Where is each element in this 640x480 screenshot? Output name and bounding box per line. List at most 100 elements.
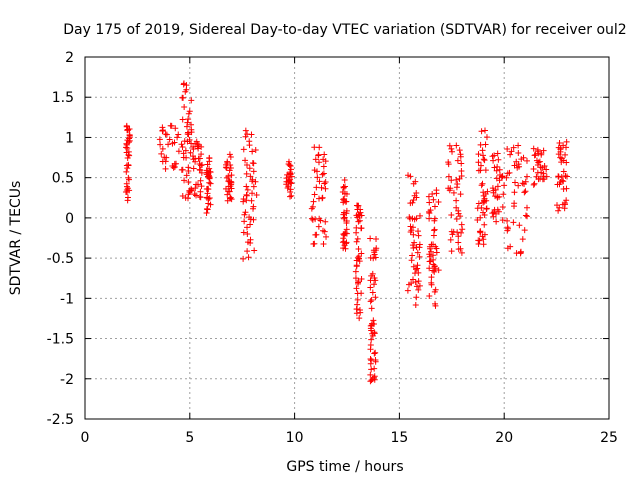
- data-point: [246, 214, 253, 221]
- data-point: [253, 192, 260, 199]
- data-point: [311, 167, 318, 174]
- data-point: [480, 236, 487, 243]
- data-point: [411, 239, 418, 246]
- data-point: [342, 245, 349, 252]
- data-point: [198, 151, 205, 158]
- data-point: [415, 232, 422, 239]
- data-point: [122, 189, 129, 196]
- plot-frame: [84, 56, 610, 420]
- data-point: [564, 173, 571, 180]
- data-point: [188, 97, 195, 104]
- data-point: [194, 181, 201, 188]
- data-point: [340, 238, 347, 245]
- data-point: [501, 182, 508, 189]
- data-point: [413, 194, 420, 201]
- data-point: [240, 198, 247, 205]
- data-point: [504, 227, 511, 234]
- data-point: [343, 230, 350, 237]
- data-point: [371, 350, 378, 357]
- data-point: [522, 212, 529, 219]
- data-point: [222, 164, 229, 171]
- data-point: [370, 255, 377, 262]
- data-point: [563, 185, 570, 192]
- data-point: [198, 169, 205, 176]
- data-point: [477, 167, 484, 174]
- data-point: [284, 185, 291, 192]
- data-point: [183, 154, 190, 161]
- data-point: [315, 223, 322, 230]
- data-point: [431, 217, 438, 224]
- data-point: [162, 131, 169, 138]
- data-points: [122, 80, 571, 385]
- data-point: [413, 244, 420, 251]
- data-point: [507, 151, 514, 158]
- data-point: [354, 235, 361, 242]
- data-point: [513, 158, 520, 165]
- data-point: [563, 138, 570, 145]
- data-point: [431, 288, 438, 295]
- x-tick-label: 20: [495, 430, 513, 446]
- data-point: [193, 192, 200, 199]
- data-point: [172, 125, 179, 132]
- data-point: [158, 150, 165, 157]
- data-point: [179, 193, 186, 200]
- data-point: [188, 121, 195, 128]
- data-point: [224, 191, 231, 198]
- data-point: [368, 296, 375, 303]
- data-point: [500, 191, 507, 198]
- data-point: [250, 183, 257, 190]
- data-point: [534, 148, 541, 155]
- data-point: [413, 266, 420, 273]
- data-point: [358, 276, 365, 282]
- data-point: [520, 154, 527, 161]
- data-point: [355, 245, 362, 252]
- data-point: [368, 336, 375, 343]
- data-point: [410, 180, 417, 187]
- data-point: [491, 164, 498, 171]
- data-point: [530, 166, 537, 173]
- data-point: [343, 239, 350, 246]
- data-point: [533, 173, 540, 180]
- data-point: [227, 162, 234, 168]
- data-point: [356, 315, 363, 322]
- data-point: [321, 228, 328, 235]
- data-point: [124, 197, 131, 204]
- data-point: [531, 180, 538, 187]
- data-point: [499, 217, 506, 224]
- data-point: [223, 174, 230, 181]
- data-point: [243, 183, 250, 190]
- data-point: [341, 214, 348, 221]
- data-point: [482, 141, 489, 148]
- data-point: [310, 198, 317, 205]
- data-point: [413, 294, 420, 301]
- data-point: [483, 134, 490, 141]
- data-point: [511, 189, 518, 196]
- data-point: [197, 194, 204, 201]
- data-point: [252, 146, 259, 153]
- data-point: [353, 257, 360, 264]
- data-point: [159, 158, 166, 165]
- data-point: [445, 161, 452, 168]
- data-point: [175, 131, 182, 138]
- data-point: [174, 134, 181, 141]
- data-point: [180, 94, 187, 101]
- data-point: [412, 270, 419, 277]
- data-point: [358, 250, 365, 257]
- data-point: [285, 178, 292, 185]
- data-point: [480, 156, 487, 163]
- data-point: [513, 250, 520, 257]
- data-point: [244, 224, 251, 231]
- data-point: [246, 142, 253, 149]
- data-point: [189, 153, 196, 160]
- data-point: [481, 157, 488, 164]
- data-point: [367, 298, 374, 305]
- data-point: [185, 110, 192, 117]
- data-point: [159, 127, 166, 134]
- data-point: [474, 205, 481, 212]
- data-point: [205, 200, 212, 207]
- data-point: [249, 178, 256, 185]
- data-point: [494, 150, 501, 157]
- data-point: [523, 157, 530, 164]
- data-point: [477, 214, 484, 221]
- data-point: [560, 178, 567, 185]
